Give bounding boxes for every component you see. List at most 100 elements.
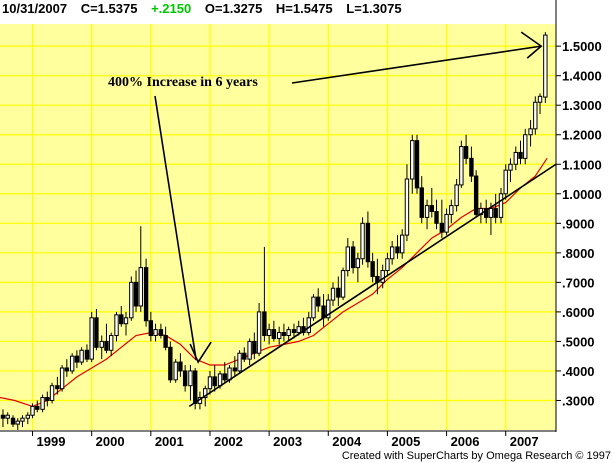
price-tick-label-5: .8000 bbox=[562, 246, 595, 261]
candle-body-96 bbox=[473, 175, 479, 215]
candle-body-18 bbox=[89, 317, 94, 360]
candle-body-110 bbox=[543, 34, 548, 98]
header-quote: 10/31/2007 C=1.5375 +.2150 O=1.3275 H=1.… bbox=[2, 1, 402, 16]
candle-body-73 bbox=[360, 222, 365, 260]
candle-body-50 bbox=[247, 340, 252, 360]
price-tick-label-0: .3000 bbox=[562, 393, 595, 408]
time-tick-label-2: 2001 bbox=[155, 434, 184, 449]
candle-body-92 bbox=[454, 184, 459, 207]
price-tick-label-7: 1.0000 bbox=[562, 187, 602, 202]
price-tick-label-6: .9000 bbox=[562, 216, 595, 231]
candle-body-12 bbox=[59, 367, 65, 390]
candle-body-90 bbox=[444, 213, 449, 233]
time-tick-label-8: 2007 bbox=[510, 434, 539, 449]
candle-body-77 bbox=[380, 270, 385, 283]
candle-body-32 bbox=[158, 329, 164, 337]
candle-body-15 bbox=[74, 355, 80, 363]
candle-body-33 bbox=[163, 335, 168, 348]
time-tick-label-1: 2000 bbox=[96, 434, 125, 449]
candle-body-21 bbox=[104, 340, 109, 351]
candle-body-91 bbox=[449, 205, 454, 215]
candle-body-80 bbox=[395, 246, 400, 254]
candle-body-3 bbox=[15, 420, 20, 425]
candle-body-8 bbox=[40, 397, 45, 410]
candle-body-43 bbox=[212, 376, 217, 387]
header-date: 10/31/2007 bbox=[2, 1, 67, 16]
candle-body-57 bbox=[281, 332, 287, 337]
candle-body-51 bbox=[252, 340, 257, 354]
candle-body-63 bbox=[311, 296, 316, 319]
time-tick-label-3: 2002 bbox=[214, 434, 243, 449]
candle-body-24 bbox=[119, 314, 124, 325]
candle-body-28 bbox=[138, 267, 143, 307]
candle-body-14 bbox=[69, 355, 75, 372]
candle-body-46 bbox=[227, 367, 232, 381]
candle-body-9 bbox=[45, 397, 50, 401]
trendline-layer bbox=[188, 163, 557, 408]
candle-body-87 bbox=[429, 205, 434, 212]
candle-body-48 bbox=[237, 352, 242, 372]
time-tick-label-5: 2004 bbox=[332, 434, 362, 449]
support-trendline bbox=[188, 163, 557, 408]
candle-body-10 bbox=[49, 385, 55, 401]
candle-body-1 bbox=[5, 414, 10, 419]
price-tick-label-9: 1.2000 bbox=[562, 128, 602, 143]
candle-body-64 bbox=[316, 296, 321, 307]
candle-body-78 bbox=[385, 258, 390, 272]
candle-body-66 bbox=[326, 299, 331, 319]
candle-body-94 bbox=[463, 146, 469, 159]
candle-body-89 bbox=[439, 222, 445, 233]
candle-body-106 bbox=[523, 134, 528, 159]
candle-body-74 bbox=[365, 222, 371, 263]
candle-body-0 bbox=[0, 414, 6, 419]
candle-body-75 bbox=[370, 261, 375, 277]
candle-body-101 bbox=[498, 193, 504, 218]
candle-body-36 bbox=[178, 361, 183, 372]
plot-area bbox=[0, 24, 556, 430]
candle-body-47 bbox=[232, 367, 238, 372]
candle-body-58 bbox=[286, 329, 291, 337]
candle-body-52 bbox=[256, 311, 262, 354]
candle-body-71 bbox=[350, 246, 356, 269]
candle-body-107 bbox=[528, 128, 533, 136]
candle-body-7 bbox=[35, 405, 40, 410]
candle-body-99 bbox=[488, 208, 494, 218]
candle-body-105 bbox=[518, 151, 523, 159]
candle-body-67 bbox=[330, 287, 336, 301]
candle-body-72 bbox=[355, 258, 361, 269]
annotation-text: 400% Increase in 6 years bbox=[108, 75, 258, 90]
time-tick-label-7: 2006 bbox=[451, 434, 480, 449]
candle-body-4 bbox=[20, 417, 25, 422]
candle-body-13 bbox=[64, 367, 70, 372]
candle-body-29 bbox=[143, 267, 149, 322]
candle-body-5 bbox=[25, 414, 31, 419]
moving-average-layer bbox=[0, 157, 548, 408]
candle-body-53 bbox=[262, 311, 267, 337]
annotation-layer bbox=[154, 31, 543, 364]
candle-body-103 bbox=[508, 163, 513, 171]
candle-body-20 bbox=[99, 340, 104, 348]
candle-body-41 bbox=[203, 388, 208, 399]
price-tick-label-10: 1.3000 bbox=[562, 98, 602, 113]
candle-body-62 bbox=[306, 317, 311, 334]
arrowhead-high bbox=[520, 31, 543, 59]
candle-body-102 bbox=[503, 169, 508, 195]
candle-body-85 bbox=[419, 187, 424, 218]
candle-body-88 bbox=[434, 210, 439, 224]
candle-body-37 bbox=[182, 370, 188, 387]
candle-body-30 bbox=[148, 320, 154, 337]
candle-body-56 bbox=[276, 332, 282, 339]
candle-body-82 bbox=[404, 178, 410, 236]
candle-body-68 bbox=[336, 287, 341, 298]
candle-body-79 bbox=[389, 246, 395, 260]
header-open: O=1.3275 bbox=[205, 1, 262, 16]
header-high: H=1.5475 bbox=[276, 1, 333, 16]
candle-body-59 bbox=[291, 329, 297, 334]
price-tick-label-8: 1.1000 bbox=[562, 157, 602, 172]
candle-body-16 bbox=[79, 349, 84, 363]
candles-layer bbox=[0, 32, 548, 430]
candle-body-6 bbox=[30, 405, 35, 416]
candle-body-49 bbox=[242, 352, 247, 360]
header-change: +.2150 bbox=[151, 1, 191, 16]
